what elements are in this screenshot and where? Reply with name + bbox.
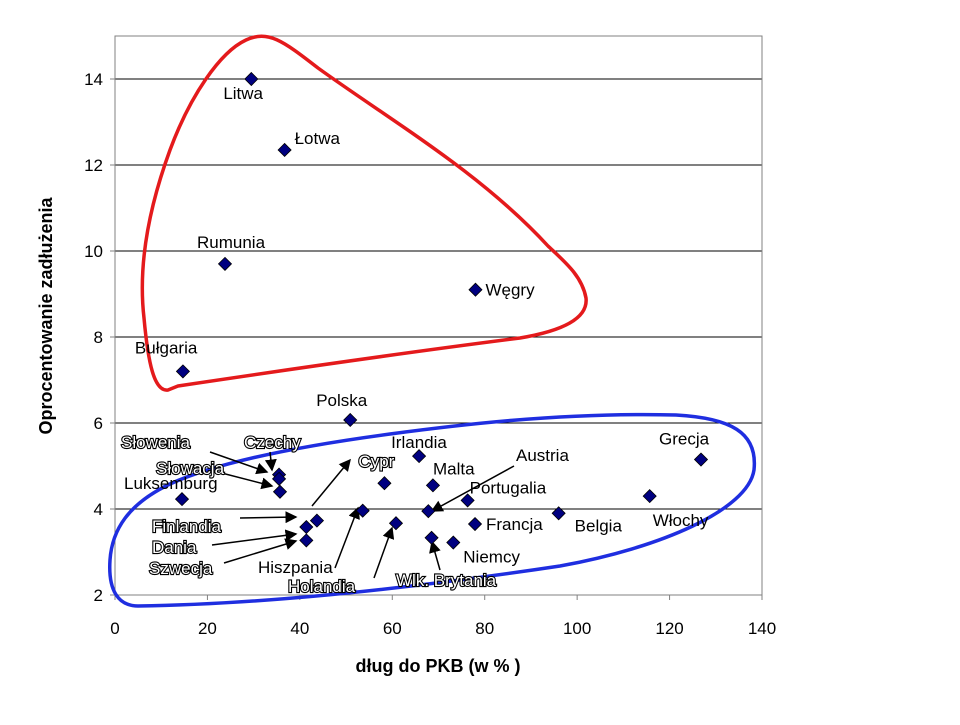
marker-grecja xyxy=(693,452,709,467)
label-bulgaria: Bułgaria xyxy=(135,338,198,357)
label-niemcy: Niemcy xyxy=(463,548,520,567)
x-axis-title: dług do PKB (w % ) xyxy=(356,656,521,676)
x-tick-label: 20 xyxy=(198,619,217,638)
label-hiszpania: Hiszpania xyxy=(258,558,333,577)
label-wegry: Węgry xyxy=(485,281,535,300)
marker-lotwa xyxy=(277,142,292,158)
arrow-finlandia xyxy=(239,511,298,524)
x-tick-label: 40 xyxy=(290,619,309,638)
marker-austria xyxy=(421,504,436,519)
label-litwa: Litwa xyxy=(223,84,263,103)
arrow-szwecja xyxy=(223,538,298,564)
label-wlochy: Włochy xyxy=(653,511,709,530)
arrow-austria xyxy=(430,465,515,512)
y-axis-title: Oprocentowanie zadłużenia xyxy=(36,196,56,434)
gridlines xyxy=(115,78,762,510)
marker-wlochy xyxy=(642,489,657,504)
label-grecja: Grecja xyxy=(659,430,710,449)
x-axis-ticks: 0 20 40 60 80 100 120 140 xyxy=(110,595,776,638)
top-group-outline xyxy=(140,34,588,392)
label-belgia: Belgia xyxy=(575,516,623,535)
label-dania: Dania xyxy=(152,538,197,557)
y-axis-ticks: 2 4 6 8 10 12 14 xyxy=(84,70,115,605)
marker-szwecja xyxy=(299,533,314,548)
marker-wlk-brytania xyxy=(424,530,439,545)
label-szwecja: Szwecja xyxy=(149,559,213,578)
label-slowenia: Słowenia xyxy=(121,433,191,452)
marker-belgia xyxy=(551,506,566,521)
marker-francja xyxy=(467,516,483,532)
marker-cypr xyxy=(377,476,392,491)
x-tick-label: 60 xyxy=(383,619,402,638)
y-tick-label: 8 xyxy=(94,328,103,347)
marker-holandia xyxy=(388,516,404,531)
label-czechy: Czechy xyxy=(244,433,301,452)
label-slowacja: Słowacja xyxy=(156,459,225,478)
arrow-polska xyxy=(311,458,351,507)
x-tick-label: 120 xyxy=(655,619,683,638)
label-finlandia: Finlandia xyxy=(152,517,222,536)
marker-wegry xyxy=(468,282,483,297)
marker-hiszpania xyxy=(355,503,370,518)
arrow-slowenia xyxy=(209,451,269,475)
x-tick-label: 0 xyxy=(110,619,119,638)
arrow-wlk-brytania xyxy=(429,540,441,571)
y-tick-label: 14 xyxy=(84,70,103,89)
y-tick-label: 10 xyxy=(84,242,103,261)
marker-portugalia xyxy=(460,493,475,508)
label-irlandia: Irlandia xyxy=(391,433,447,452)
y-tick-label: 6 xyxy=(94,414,103,433)
y-tick-label: 12 xyxy=(84,156,103,175)
arrow-czechy xyxy=(264,451,277,472)
marker-czechy xyxy=(271,471,287,486)
label-portugalia: Portugalia xyxy=(470,478,547,497)
x-tick-label: 100 xyxy=(563,619,591,638)
label-austria: Austria xyxy=(516,446,569,465)
marker-dania xyxy=(299,519,314,535)
marker-finlandia xyxy=(309,513,325,528)
marker-rumunia xyxy=(217,256,233,271)
y-tick-label: 2 xyxy=(94,586,103,605)
marker-litwa xyxy=(244,71,259,87)
arrow-slowacja xyxy=(209,469,274,490)
label-polska: Polska xyxy=(316,391,368,410)
plot-area-border xyxy=(114,35,763,596)
x-tick-label: 140 xyxy=(748,619,776,638)
label-wlk-brytania: Wlk. Brytania xyxy=(396,571,497,590)
marker-malta xyxy=(425,478,441,493)
label-lotwa: Łotwa xyxy=(295,129,341,148)
marker-polska xyxy=(343,412,358,428)
x-tick-label: 80 xyxy=(475,619,494,638)
point-labels: Litwa Łotwa Rumunia Węgry Bułgaria Polska Słow… xyxy=(120,84,710,597)
label-holandia: Holandia xyxy=(288,577,356,596)
y-tick-label: 4 xyxy=(94,500,103,519)
label-rumunia: Rumunia xyxy=(197,233,266,252)
marker-niemcy xyxy=(446,535,461,550)
arrows xyxy=(209,451,515,579)
label-francja: Francja xyxy=(486,515,543,534)
arrow-hiszpania xyxy=(334,506,360,569)
label-malta: Malta xyxy=(433,459,475,478)
data-markers xyxy=(174,71,709,550)
arrow-dania xyxy=(211,529,298,546)
marker-luksemburg xyxy=(174,492,190,507)
group-outlines xyxy=(108,34,757,608)
label-cypr: Cypr xyxy=(358,452,394,471)
arrow-holandia xyxy=(373,526,395,579)
marker-bulgaria xyxy=(175,364,191,379)
marker-slowacja xyxy=(272,484,288,499)
marker-irlandia xyxy=(412,449,427,464)
bottom-group-outline xyxy=(108,412,757,608)
label-luksemburg: Luksemburg xyxy=(124,474,218,493)
